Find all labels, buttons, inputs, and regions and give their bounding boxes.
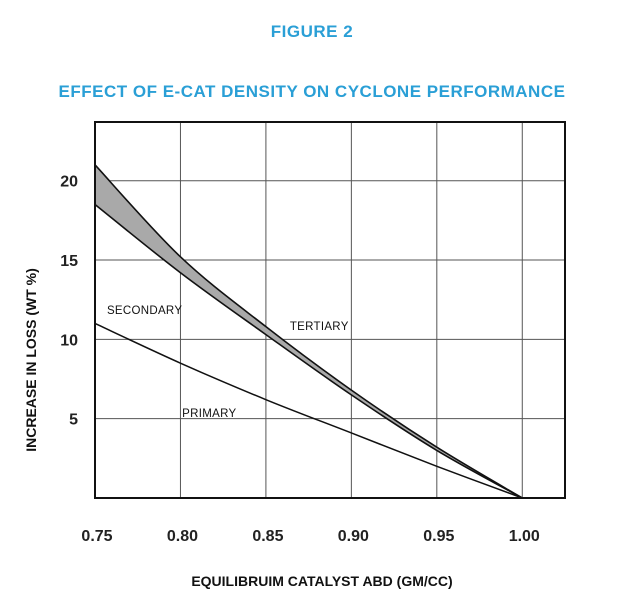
plot-frame: [94, 121, 566, 499]
x-tick-label: 0.95: [423, 528, 454, 545]
x-tick-label: 0.80: [167, 528, 198, 545]
y-axis-label: INCREASE IN LOSS (WT %): [23, 268, 39, 452]
x-tick-label: 0.90: [338, 528, 369, 545]
y-tick-label: 20: [60, 174, 78, 191]
curve-label-primary: PRIMARY: [182, 408, 236, 420]
y-axis-ticks: 5 10 15 20: [60, 174, 78, 429]
x-tick-label: 0.85: [252, 528, 283, 545]
x-axis-label: EQUILIBRUIM CATALYST ABD (GM/CC): [191, 573, 452, 589]
y-tick-label: 15: [60, 253, 78, 270]
x-tick-label: 0.75: [81, 528, 112, 545]
curve-label-tertiary: TERTIARY: [290, 321, 349, 333]
x-axis-ticks: 0.75 0.80 0.85 0.90 0.95 1.00: [81, 528, 540, 545]
series-line-primary: [94, 322, 523, 499]
figure-number: FIGURE 2: [270, 22, 354, 41]
grid: [94, 122, 565, 498]
y-tick-label: 10: [60, 332, 78, 349]
y-tick-label: 5: [69, 412, 78, 429]
curve-labels: SECONDARY TERTIARY PRIMARY: [107, 305, 349, 420]
x-tick-label: 1.00: [509, 528, 540, 545]
series-line-tertiary: [94, 164, 523, 499]
series-line-secondary: [94, 203, 523, 499]
curve-label-secondary: SECONDARY: [107, 305, 182, 317]
chart-title: EFFECT OF E-CAT DENSITY ON CYCLONE PERFO…: [58, 82, 566, 101]
